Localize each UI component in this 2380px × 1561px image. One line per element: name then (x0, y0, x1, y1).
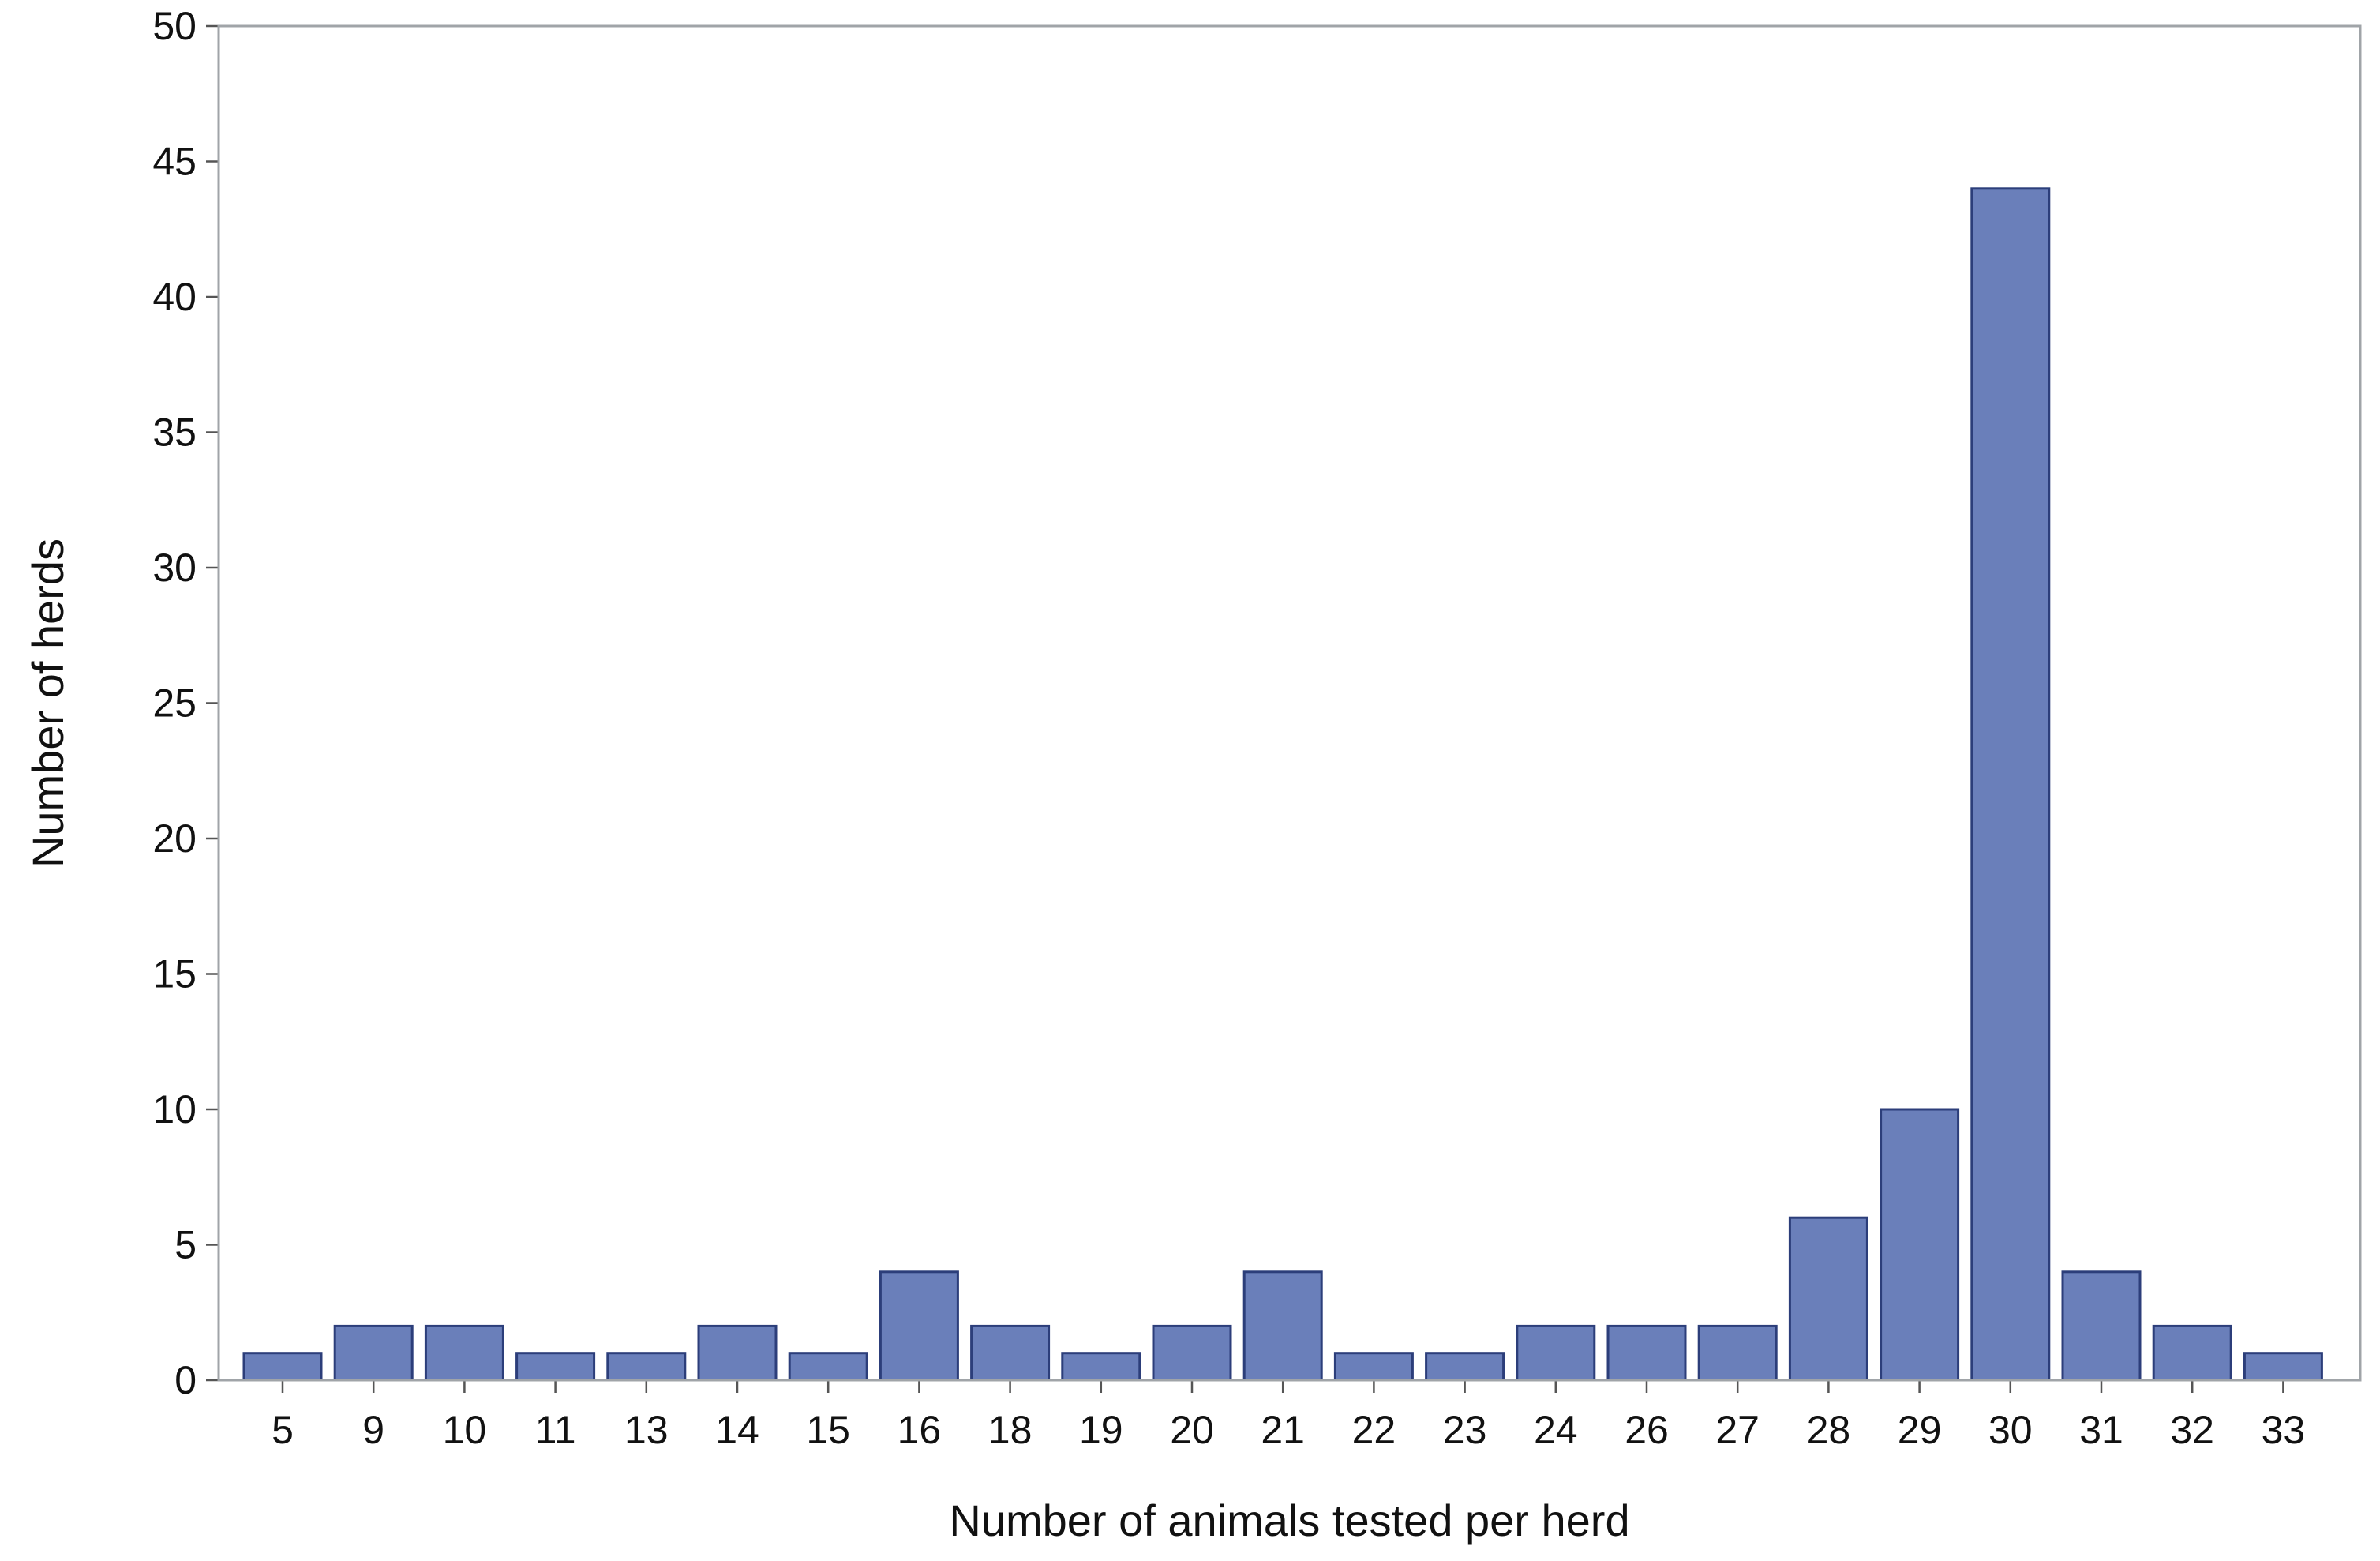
bar-24 (1516, 1324, 1596, 1382)
x-axis-title: Number of animals tested per herd (949, 1495, 1629, 1545)
bar-22 (1333, 1352, 1414, 1382)
y-axis-ticks: 0 5 10 15 20 25 30 35 40 45 50 (152, 4, 219, 1402)
x-tick-label: 26 (1625, 1408, 1669, 1452)
bar-21 (1242, 1270, 1323, 1382)
x-tick-label: 30 (1988, 1408, 2033, 1452)
y-tick-label: 45 (152, 140, 197, 184)
x-tick-label: 32 (2170, 1408, 2214, 1452)
y-tick-label: 30 (152, 546, 197, 590)
bar-28 (1788, 1216, 1868, 1382)
x-tick-label: 14 (715, 1408, 759, 1452)
bar-32 (2152, 1324, 2232, 1382)
bar-9 (333, 1324, 414, 1382)
bar-19 (1061, 1352, 1141, 1382)
y-tick-label: 40 (152, 275, 197, 319)
y-axis-title: Number of herds (23, 538, 73, 868)
x-tick-label: 11 (535, 1408, 576, 1452)
plot-frame (217, 24, 2362, 1382)
bars-group (242, 187, 2323, 1382)
x-tick-label: 18 (988, 1408, 1033, 1452)
x-tick-label: 5 (272, 1408, 294, 1452)
x-tick-label: 24 (1534, 1408, 1578, 1452)
y-tick-label: 25 (152, 681, 197, 726)
x-tick-label: 27 (1715, 1408, 1760, 1452)
y-tick-label: 20 (152, 816, 197, 861)
bar-16 (879, 1270, 959, 1382)
x-tick-label: 21 (1261, 1408, 1305, 1452)
bar-14 (697, 1324, 778, 1382)
x-tick-label: 15 (806, 1408, 850, 1452)
y-tick-label: 0 (174, 1358, 197, 1402)
y-tick-label: 15 (152, 952, 197, 996)
bar-26 (1606, 1324, 1687, 1382)
x-tick-label: 31 (2079, 1408, 2123, 1452)
y-tick-label: 10 (152, 1087, 197, 1131)
x-tick-label: 13 (624, 1408, 669, 1452)
x-tick-label: 33 (2262, 1408, 2306, 1452)
x-tick-label: 28 (1807, 1408, 1851, 1452)
bar-23 (1425, 1352, 1505, 1382)
y-tick-label: 35 (152, 411, 197, 455)
y-tick-label: 50 (152, 4, 197, 48)
bar-13 (606, 1352, 687, 1382)
x-tick-label: 10 (443, 1408, 487, 1452)
bar-10 (424, 1324, 504, 1382)
bar-20 (1152, 1324, 1232, 1382)
bar-5 (242, 1352, 323, 1382)
bar-18 (970, 1324, 1051, 1382)
x-tick-label: 9 (362, 1408, 384, 1452)
x-axis-ticks: 5 9 10 11 13 14 15 16 18 19 20 21 22 23 24 26 27 28 29 30 31… (272, 1380, 2305, 1452)
x-tick-label: 16 (898, 1408, 942, 1452)
bar-29 (1880, 1108, 1960, 1382)
x-tick-label: 19 (1079, 1408, 1123, 1452)
bar-15 (788, 1352, 868, 1382)
y-tick-label: 5 (174, 1223, 197, 1267)
x-tick-label: 20 (1170, 1408, 1214, 1452)
bar-33 (2243, 1352, 2323, 1382)
bar-11 (515, 1352, 596, 1382)
x-tick-label: 22 (1352, 1408, 1396, 1452)
bar-31 (2061, 1270, 2142, 1382)
bar-27 (1697, 1324, 1778, 1382)
x-tick-label: 23 (1443, 1408, 1487, 1452)
bar-30 (1970, 187, 2051, 1382)
x-tick-label: 29 (1898, 1408, 1942, 1452)
